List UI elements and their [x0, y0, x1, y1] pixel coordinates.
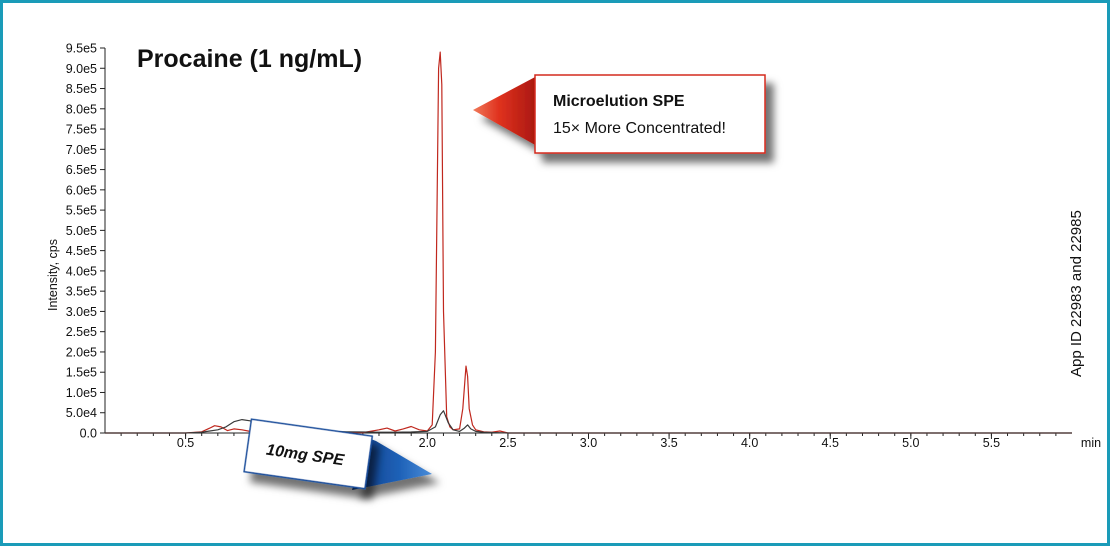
x-tick-label: 4.0	[741, 436, 758, 450]
x-tick-label: 2.5	[499, 436, 516, 450]
x-axis-unit: min	[1081, 436, 1101, 450]
y-tick-label: 9.0e5	[66, 62, 97, 76]
y-tick-label: 7.5e5	[66, 123, 97, 137]
spe-10mg-callout-arrow	[352, 438, 432, 490]
microelution-callout: Microelution SPE 15× More Concentrated!	[473, 74, 766, 154]
microelution-callout-arrow	[473, 76, 537, 146]
series-line-2	[105, 410, 1072, 434]
y-ticks: 0.0 5.0e4 1.0e5 1.5e5 2.0e5 2.5e5 3.0e5 3.5e5 4.…	[66, 42, 105, 441]
x-tick-label: 4.5	[822, 436, 839, 450]
y-tick-label: 9.5e5	[66, 42, 97, 56]
x-tick-label: 3.5	[660, 436, 677, 450]
y-tick-label: 0.0	[80, 427, 97, 441]
series-layer	[105, 51, 1072, 434]
spe-10mg-callout-box	[243, 418, 374, 490]
y-tick-label: 2.5e5	[66, 325, 97, 339]
series-line-1	[105, 51, 1072, 434]
y-tick-label: 5.0e5	[66, 224, 97, 238]
x-tick-label: 5.5	[983, 436, 1000, 450]
y-tick-label: 3.5e5	[66, 285, 97, 299]
chart-title: Procaine (1 ng/mL)	[137, 45, 362, 73]
y-tick-label: 1.0e5	[66, 386, 97, 400]
y-tick-label: 7.0e5	[66, 143, 97, 157]
y-tick-label: 4.0e5	[66, 264, 97, 278]
x-tick-label: 2.0	[419, 436, 436, 450]
microelution-callout-box	[534, 74, 766, 154]
y-tick-label: 8.0e5	[66, 102, 97, 116]
y-tick-label: 1.5e5	[66, 366, 97, 380]
y-tick-label: 6.0e5	[66, 183, 97, 197]
y-tick-label: 5.5e5	[66, 204, 97, 218]
x-tick-label: 5.0	[902, 436, 919, 450]
y-tick-label: 6.5e5	[66, 163, 97, 177]
x-tick-label: 0.5	[177, 436, 194, 450]
y-axis-title: Intensity, cps	[46, 239, 60, 311]
y-tick-label: 3.0e5	[66, 305, 97, 319]
microelution-callout-title: Microelution SPE	[553, 93, 685, 110]
x-tick-label: 3.0	[580, 436, 597, 450]
y-tick-label: 2.0e5	[66, 345, 97, 359]
y-tick-label: 8.5e5	[66, 82, 97, 96]
app-id-note: App ID 22983 and 22985	[1068, 210, 1085, 377]
spe-10mg-callout: 10mg SPE	[243, 418, 432, 490]
microelution-callout-text: 15× More Concentrated!	[553, 120, 726, 137]
y-tick-label: 4.5e5	[66, 244, 97, 258]
y-tick-label: 5.0e4	[66, 406, 97, 420]
